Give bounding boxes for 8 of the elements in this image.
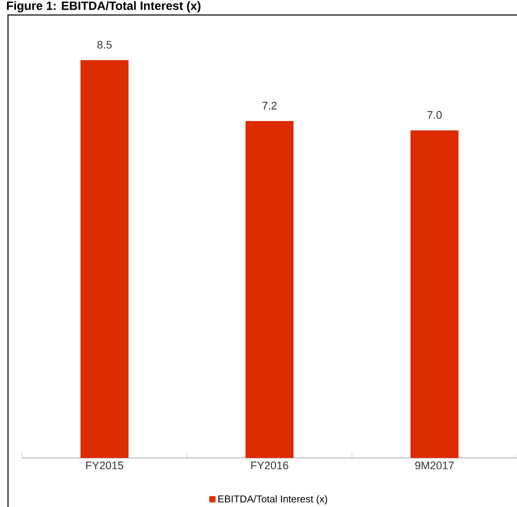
x-tick-label: FY2016 [251,462,288,470]
chart-title: Figure 1: EBITDA/Total Interest (x) [7,1,200,12]
legend-label: EBITDA/Total Interest (x) [218,495,328,504]
x-tick-label: FY2015 [86,462,124,470]
data-label: 7.0 [427,111,442,119]
data-label: 8.5 [97,40,112,49]
data-label: 7.2 [262,102,277,110]
x-tick-label: 9M2017 [415,462,454,470]
